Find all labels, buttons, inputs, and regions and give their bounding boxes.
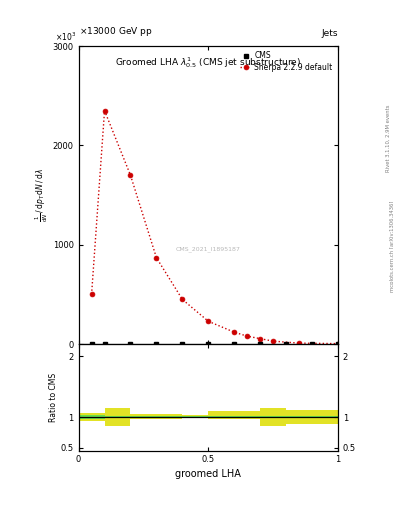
- Bar: [92, 415, 105, 419]
- Legend: CMS, Sherpa 2.2.9 default: CMS, Sherpa 2.2.9 default: [238, 50, 334, 73]
- Text: CMS_2021_I1895187: CMS_2021_I1895187: [176, 246, 241, 251]
- Bar: [118, 416, 130, 418]
- Bar: [156, 416, 182, 418]
- Text: $\times10^3$: $\times10^3$: [55, 31, 76, 43]
- Bar: [92, 413, 105, 421]
- CMS: [180, 341, 185, 347]
- Bar: [79, 413, 92, 421]
- CMS: [336, 341, 340, 347]
- Bar: [182, 416, 208, 418]
- Bar: [208, 416, 234, 418]
- Bar: [208, 411, 234, 419]
- Sherpa 2.2.9 default: [154, 254, 159, 261]
- Bar: [312, 410, 338, 424]
- Bar: [182, 415, 208, 418]
- Bar: [286, 410, 312, 424]
- Sherpa 2.2.9 default: [89, 291, 94, 297]
- Bar: [234, 416, 260, 418]
- CMS: [102, 341, 107, 347]
- Y-axis label: Ratio to CMS: Ratio to CMS: [49, 373, 58, 422]
- CMS: [284, 341, 288, 347]
- Y-axis label: $\frac{1}{\mathrm{d}N}\,/\,\mathrm{d}p_T\,\mathrm{d}N\,/\,\mathrm{d}\lambda$: $\frac{1}{\mathrm{d}N}\,/\,\mathrm{d}p_T…: [34, 168, 50, 222]
- Text: mcplots.cern.ch [arXiv:1306.3436]: mcplots.cern.ch [arXiv:1306.3436]: [390, 200, 393, 291]
- Sherpa 2.2.9 default: [271, 338, 275, 344]
- Bar: [312, 416, 338, 418]
- Sherpa 2.2.9 default: [258, 335, 263, 342]
- Sherpa 2.2.9 default: [297, 340, 301, 346]
- Sherpa 2.2.9 default: [336, 340, 340, 347]
- Text: Groomed LHA $\lambda^{1}_{0.5}$ (CMS jet substructure): Groomed LHA $\lambda^{1}_{0.5}$ (CMS jet…: [115, 55, 301, 70]
- Sherpa 2.2.9 default: [245, 333, 250, 339]
- Bar: [79, 415, 92, 419]
- Bar: [118, 408, 130, 426]
- CMS: [128, 341, 133, 347]
- Bar: [130, 414, 156, 419]
- Sherpa 2.2.9 default: [128, 172, 133, 178]
- CMS: [258, 341, 263, 347]
- Bar: [273, 416, 286, 418]
- Sherpa 2.2.9 default: [180, 296, 185, 303]
- Bar: [105, 416, 118, 418]
- Sherpa 2.2.9 default: [102, 108, 107, 114]
- CMS: [232, 341, 237, 347]
- Sherpa 2.2.9 default: [206, 318, 211, 324]
- Bar: [130, 416, 156, 418]
- Bar: [273, 408, 286, 426]
- X-axis label: groomed LHA: groomed LHA: [175, 468, 241, 479]
- Text: $\times$13000 GeV pp: $\times$13000 GeV pp: [79, 26, 152, 38]
- Bar: [260, 408, 273, 426]
- CMS: [154, 341, 159, 347]
- Bar: [260, 416, 273, 418]
- Line: CMS: CMS: [89, 342, 340, 347]
- Sherpa 2.2.9 default: [232, 329, 237, 335]
- Line: Sherpa 2.2.9 default: Sherpa 2.2.9 default: [89, 108, 340, 346]
- Bar: [286, 416, 312, 418]
- Bar: [234, 411, 260, 419]
- Bar: [105, 408, 118, 426]
- Text: Jets: Jets: [321, 29, 338, 38]
- CMS: [89, 341, 94, 347]
- Bar: [156, 414, 182, 419]
- Text: Rivet 3.1.10, 2.9M events: Rivet 3.1.10, 2.9M events: [386, 104, 391, 172]
- CMS: [310, 341, 314, 347]
- CMS: [206, 341, 211, 347]
